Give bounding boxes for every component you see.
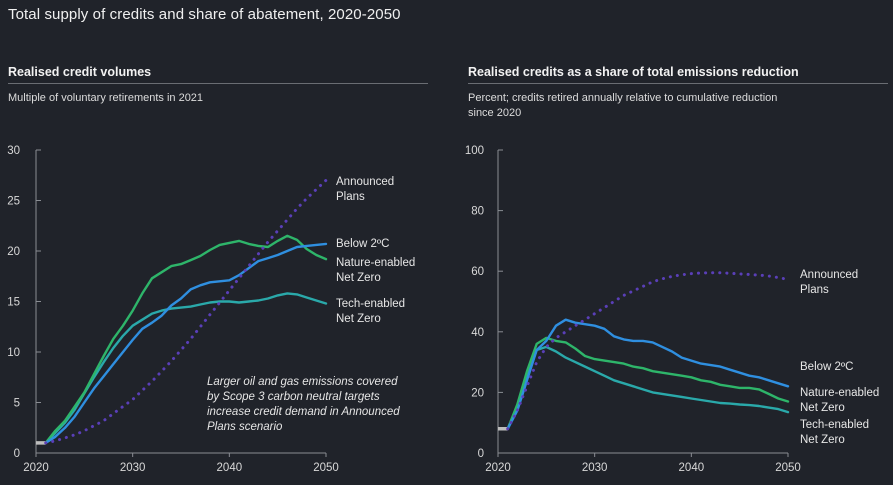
right-x-tick-label: 2030	[582, 462, 608, 474]
left-annotation-line: Plans scenario	[207, 421, 283, 433]
left-series-nature-label: Net Zero	[336, 272, 381, 284]
left-series-announced-label: Announced	[336, 176, 394, 188]
right-series-tech-label: Net Zero	[800, 434, 845, 446]
right-series-below2-line	[506, 318, 790, 430]
right-panel-subtitle: Percent; credits retired annually relati…	[468, 91, 777, 121]
left-y-tick-label: 20	[7, 246, 20, 258]
left-series-below2-label: Below 2ºC	[336, 238, 389, 250]
left-series-tech-line	[44, 292, 328, 445]
left-panel-rule	[8, 83, 428, 84]
left-series-announced-label: Plans	[336, 191, 365, 203]
right-panel-rule	[468, 83, 888, 84]
right-series-tech-label: Tech-enabled	[800, 419, 869, 431]
left-y-tick-label: 5	[14, 398, 20, 410]
left-series-tech-label: Net Zero	[336, 313, 381, 325]
left-series-nature-line	[44, 234, 328, 445]
left-annotation-line: increase credit demand in Announced	[207, 406, 400, 418]
left-x-tick-label: 2050	[313, 462, 339, 474]
right-y-tick-label: 0	[478, 448, 484, 460]
left-annotation-line: by Scope 3 carbon neutral targets	[207, 391, 380, 403]
left-y-tick-label: 0	[14, 448, 20, 460]
right-panel-title: Realised credits as a share of total emi…	[468, 65, 799, 79]
right-series-nature-label: Net Zero	[800, 402, 845, 414]
right-series-announced-label: Plans	[800, 284, 829, 296]
right-x-tick-label: 2020	[485, 462, 511, 474]
right-y-tick-label: 40	[471, 327, 484, 339]
right-x-tick-label: 2050	[775, 462, 801, 474]
left-series-below2-line	[44, 242, 328, 445]
left-panel-title: Realised credit volumes	[8, 65, 152, 79]
right-series-nature-line	[506, 336, 790, 430]
left-series-announced-line	[44, 178, 328, 445]
right-series-below2-label: Below 2ºC	[800, 361, 853, 373]
left-series-tech-label: Tech-enabled	[336, 298, 405, 310]
left-x-tick-label: 2020	[23, 462, 49, 474]
right-y-tick-label: 60	[471, 266, 484, 278]
left-x-tick-label: 2030	[120, 462, 146, 474]
figure-title: Total supply of credits and share of aba…	[8, 6, 401, 23]
right-y-tick-label: 80	[471, 206, 484, 218]
left-y-tick-label: 30	[7, 145, 20, 157]
left-panel-subtitle: Multiple of voluntary retirements in 202…	[8, 92, 204, 104]
left-series-nature-label: Nature-enabled	[336, 257, 415, 269]
left-y-tick-label: 10	[7, 347, 20, 359]
right-series-tech-line	[506, 345, 790, 430]
right-panel-subtitle-line-2: since 2020	[468, 107, 522, 119]
right-panel-subtitle-line-1: Percent; credits retired annually relati…	[468, 92, 778, 104]
right-series-announced-line	[506, 271, 790, 431]
left-y-tick-label: 25	[7, 196, 20, 208]
right-series-nature-label: Nature-enabled	[800, 387, 879, 399]
right-x-tick-label: 2040	[679, 462, 705, 474]
right-y-tick-label: 20	[471, 387, 484, 399]
left-x-tick-label: 2040	[217, 462, 243, 474]
left-annotation-line: Larger oil and gas emissions covered	[207, 376, 398, 388]
right-series-announced-label: Announced	[800, 269, 858, 281]
right-y-tick-label: 100	[465, 145, 484, 157]
left-y-tick-label: 15	[7, 297, 20, 309]
